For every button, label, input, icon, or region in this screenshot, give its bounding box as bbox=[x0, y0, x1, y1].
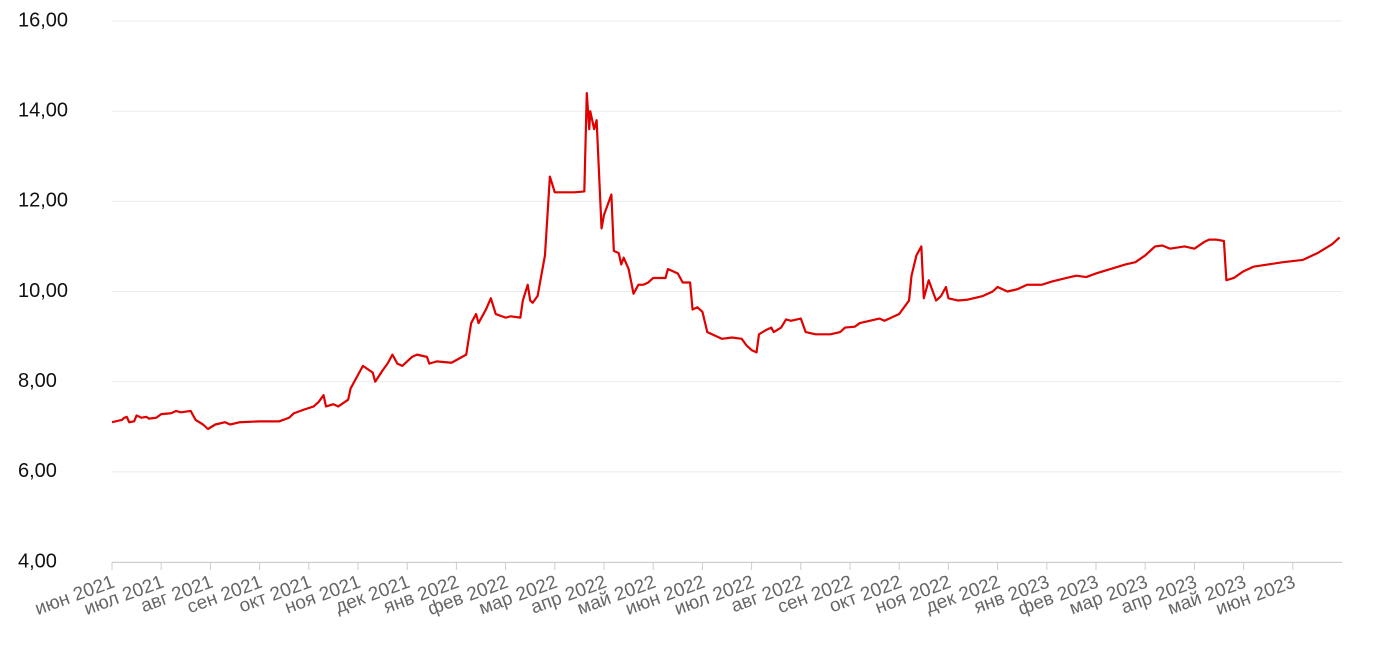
y-tick-label: 14,00 bbox=[18, 99, 68, 121]
line bbox=[111, 92, 1341, 431]
y-tick-label: 16,00 bbox=[18, 9, 68, 31]
y-tick-label: 4,00 bbox=[18, 550, 57, 572]
y-tick-label: 10,00 bbox=[18, 280, 68, 302]
y-tick-label: 6,00 bbox=[18, 460, 57, 482]
y-tick-label: 12,00 bbox=[18, 190, 68, 212]
y-tick-label: 8,00 bbox=[18, 370, 57, 392]
